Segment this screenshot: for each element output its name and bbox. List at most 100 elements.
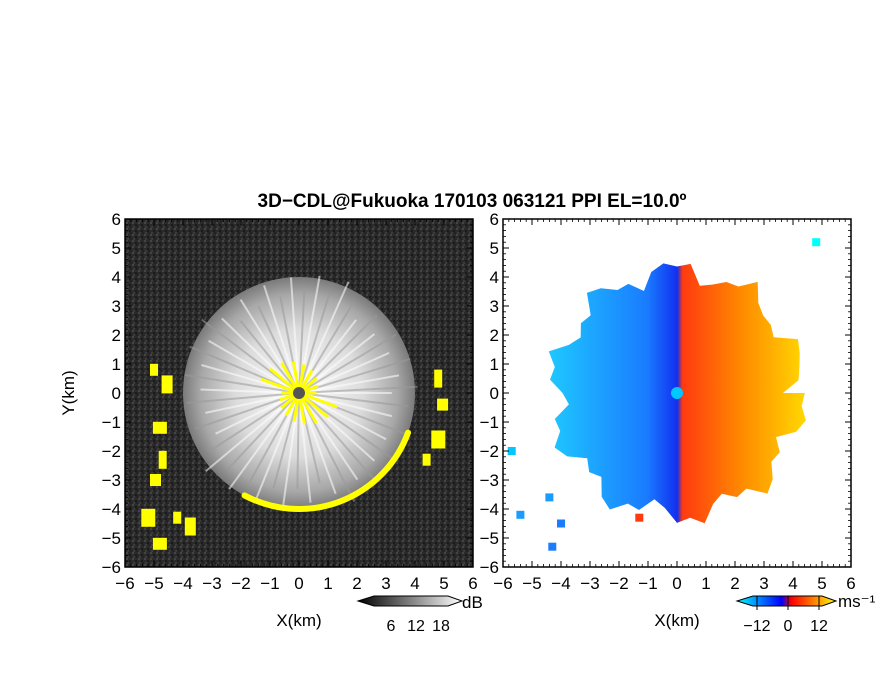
echo-ray: [298, 385, 418, 394]
colorbar-db-tick-0: 6: [387, 618, 396, 635]
clutter-patch: [141, 508, 156, 527]
y-tick-label: −5: [102, 529, 121, 548]
echo-ray: [263, 285, 300, 394]
y-tick-label: 2: [490, 326, 499, 345]
clutter-patch: [422, 453, 431, 466]
echo-rays: [184, 275, 418, 506]
echo-ray: [186, 392, 300, 404]
x-tick-label: 3: [381, 574, 390, 593]
x-axis-label-left: X(km): [276, 611, 321, 630]
x-tick-label: −2: [609, 574, 628, 593]
colorbar-velocity-tick-1: 0: [784, 618, 793, 635]
y-tick-label: 3: [490, 297, 499, 316]
colorbar-velocity-unit: ms⁻¹: [838, 592, 876, 611]
echo-ray: [205, 392, 300, 414]
y-tick-label: −4: [102, 500, 121, 519]
y-tick-label: −2: [480, 442, 499, 461]
echo-ray: [184, 373, 300, 394]
colorbar-db-tick-2: 18: [432, 618, 450, 635]
echo-ray: [208, 339, 300, 394]
reflectivity-panel: −6 −5 −4 −3 −2 −1 0 1 2 3 4 5 6 −6−5−4−3−2−10123456 …: [59, 210, 483, 635]
echo-ray: [298, 319, 357, 394]
y-tick-label: 4: [490, 268, 499, 287]
clutter-patch: [158, 450, 167, 469]
x-tick-label: −6: [115, 574, 134, 593]
colorbar-db: dB 6 12 18: [356, 593, 483, 635]
radar-site-marker-right: [671, 387, 683, 399]
clutter-patch: [150, 363, 158, 376]
velocity-speck: [635, 513, 644, 522]
velocity-speck: [545, 493, 554, 502]
echo-ray: [298, 292, 331, 394]
y-tick-label: 5: [112, 239, 121, 258]
y-tick-label: −1: [480, 413, 499, 432]
x-tick-label: 3: [759, 574, 768, 593]
x-axis-label-right: X(km): [654, 611, 699, 630]
x-tick-label: 6: [846, 574, 855, 593]
x-tick-label: 4: [410, 574, 419, 593]
x-tick-label: −4: [173, 574, 192, 593]
echo-ray: [227, 392, 300, 471]
y-tick-label: 1: [490, 355, 499, 374]
velocity-speck: [557, 519, 565, 528]
velocity-speck: [812, 238, 821, 247]
near-clutter-ray: [269, 367, 300, 395]
clutter-patch: [437, 398, 449, 411]
velocity-speck: [516, 510, 525, 519]
y-tick-label: −2: [102, 442, 121, 461]
x-tick-label: 6: [468, 574, 477, 593]
axis-ticks-right: [502, 218, 852, 568]
echo-ray: [298, 392, 387, 441]
clutter-patch: [184, 517, 196, 536]
clutter-patches: [141, 363, 449, 550]
y-tick-label: −3: [102, 471, 121, 490]
y-tick-label: 0: [490, 384, 499, 403]
velocity-specks: [507, 238, 821, 551]
clutter-patch: [152, 537, 167, 550]
echo-ray: [215, 392, 300, 435]
radar-site-marker: [293, 387, 305, 399]
x-tick-label: 0: [672, 574, 681, 593]
y-tick-label: 6: [490, 210, 499, 229]
echo-ray: [298, 392, 337, 495]
velocity-speck: [507, 447, 516, 455]
echo-ray: [298, 374, 400, 394]
ground-clutter-arc: [241, 429, 412, 512]
y-tick-label: 2: [112, 326, 121, 345]
x-tick-label: 4: [788, 574, 797, 593]
y-tick-label: −3: [480, 471, 499, 490]
echo-ray: [298, 281, 350, 394]
x-tick-label: −3: [580, 574, 599, 593]
x-tick-label: −5: [522, 574, 541, 593]
x-tick-label: 2: [730, 574, 739, 593]
x-tick-label: 0: [294, 574, 303, 593]
echo-ray: [298, 392, 378, 484]
x-tick-label: −2: [231, 574, 250, 593]
echo-ray: [228, 392, 300, 490]
figure-title: 3D−CDL@Fukuoka 170103 063121 PPI EL=10.0…: [258, 191, 687, 212]
colorbar-velocity-tick-2: 12: [810, 618, 828, 635]
echo-ray: [298, 314, 378, 394]
colorbar-velocity-tick-0: −12: [743, 618, 770, 635]
x-tick-labels-right: −6 −5 −4 −3 −2 −1 0 1 2 3 4 5 6: [493, 574, 855, 593]
y-tick-labels-left: −6 −5 −4 −3 −2 −1 0 1 2 3 4 5 6: [102, 210, 121, 577]
echo-ray: [298, 392, 393, 418]
y-tick-label: 1: [112, 355, 121, 374]
clutter-patch: [431, 430, 446, 449]
echo-ray: [239, 320, 300, 394]
x-tick-label: 1: [323, 574, 332, 593]
y-axis-label: Y(km): [59, 370, 78, 415]
echo-ray: [289, 277, 300, 394]
clutter-patch: [434, 369, 443, 388]
colorbar-db-scale: [356, 595, 464, 607]
y-tick-label: −1: [102, 413, 121, 432]
clutter-patch: [173, 511, 182, 524]
echo-ray: [296, 392, 300, 489]
colorbar-db-unit: dB: [462, 593, 483, 612]
colorbar-velocity: ms⁻¹ −12 0 12: [735, 592, 876, 635]
y-tick-label: 3: [112, 297, 121, 316]
y-tick-label: −6: [480, 558, 499, 577]
y-tick-label: 5: [490, 239, 499, 258]
x-tick-label: −5: [144, 574, 163, 593]
